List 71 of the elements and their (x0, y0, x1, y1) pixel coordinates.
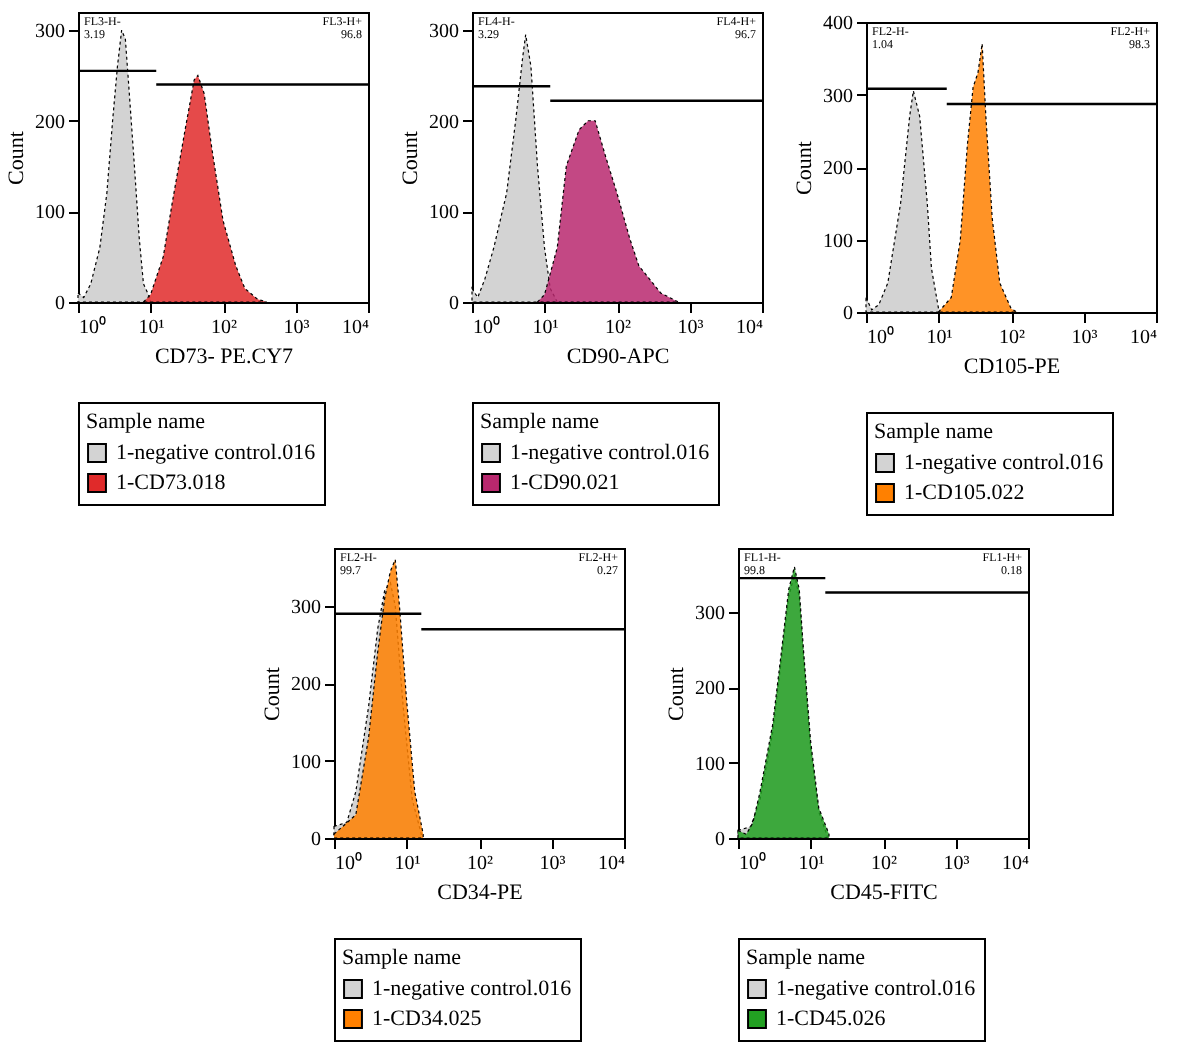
x-tick-label: 10⁴ (1002, 853, 1030, 875)
x-tick-label: 10³ (539, 853, 566, 875)
x-tick-label: 10⁰ (335, 851, 363, 875)
legend-title: Sample name (86, 410, 206, 434)
legend-label: 1-CD105.022 (904, 481, 1025, 505)
y-tick-label: 300 (695, 603, 725, 626)
x-tick-label: 10³ (283, 317, 310, 339)
y-tick-label: 200 (695, 678, 725, 701)
legend-label: 1-CD73.018 (116, 471, 227, 495)
x-axis-title: CD45-FITC (830, 881, 938, 905)
y-tick-label: 300 (823, 85, 853, 108)
legend-label: 1-negative control.016 (904, 451, 1105, 475)
legend-label: 1-CD45.026 (776, 1007, 887, 1031)
x-tick-label: 10² (211, 317, 237, 339)
legend-label: 1-negative control.016 (510, 441, 711, 465)
y-tick-label: 300 (35, 21, 65, 44)
x-tick-label: 10⁰ (79, 315, 107, 339)
legend-label: 1-CD90.021 (510, 471, 620, 495)
x-tick-label: 10³ (677, 317, 704, 339)
x-axis-title: CD90-APC (566, 345, 670, 369)
y-tick-label: 300 (429, 21, 459, 44)
y-tick-label: 0 (55, 293, 65, 315)
x-tick-label: 10² (467, 853, 493, 875)
legend-label: 1-negative control.016 (372, 977, 573, 1001)
x-tick-label: 10⁰ (473, 315, 501, 339)
y-tick-label: 200 (429, 111, 459, 134)
legend-title: Sample name (342, 946, 462, 970)
y-tick-label: 200 (35, 111, 65, 134)
x-tick-label: 10⁰ (867, 325, 895, 349)
y-axis-title: Count (399, 131, 423, 185)
y-tick-label: 0 (843, 303, 853, 325)
x-axis-title: CD34-PE (437, 881, 524, 905)
x-axis-title: CD105-PE (963, 355, 1061, 379)
legend-title: Sample name (874, 420, 994, 444)
y-tick-label: 0 (715, 829, 725, 851)
x-tick-label: 10¹ (926, 327, 953, 349)
legend-title: Sample name (746, 946, 866, 970)
y-tick-label: 400 (823, 13, 853, 35)
y-tick-label: 200 (823, 158, 853, 180)
legend-label: 1-negative control.016 (776, 977, 977, 1001)
x-tick-label: 10³ (1071, 327, 1098, 349)
legend-label: 1-CD34.025 (372, 1007, 483, 1031)
x-tick-label: 10⁴ (598, 853, 626, 875)
x-tick-label: 10¹ (394, 853, 421, 875)
y-tick-label: 0 (311, 829, 321, 851)
x-tick-label: 10¹ (532, 317, 559, 339)
x-tick-label: 10⁴ (1130, 327, 1158, 349)
x-axis-title: CD73- PE.CY7 (154, 345, 295, 369)
y-tick-label: 200 (291, 674, 321, 697)
y-tick-label: 0 (449, 293, 459, 315)
x-tick-label: 10² (871, 853, 897, 875)
x-tick-label: 10⁴ (736, 317, 764, 339)
x-tick-label: 10⁰ (739, 851, 767, 875)
y-axis-title: Count (5, 131, 29, 185)
y-axis-title: Count (793, 141, 817, 195)
x-tick-label: 10¹ (138, 317, 165, 339)
y-axis-title: Count (261, 667, 285, 721)
y-tick-label: 100 (35, 202, 65, 225)
y-tick-label: 100 (429, 202, 459, 225)
x-tick-label: 10¹ (798, 853, 825, 875)
y-tick-label: 100 (291, 751, 321, 774)
x-tick-label: 10³ (943, 853, 970, 875)
y-axis-title: Count (665, 667, 689, 721)
y-tick-label: 300 (291, 597, 321, 619)
x-tick-label: 10² (999, 327, 1025, 349)
y-tick-label: 100 (823, 230, 853, 253)
legend-title: Sample name (480, 410, 600, 434)
y-tick-label: 100 (695, 753, 725, 776)
x-tick-label: 10² (605, 317, 631, 339)
legend-label: 1-negative control.016 (116, 441, 317, 465)
x-tick-label: 10⁴ (342, 317, 370, 339)
